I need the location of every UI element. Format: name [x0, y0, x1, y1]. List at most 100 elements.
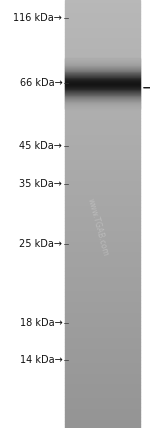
Bar [65, 78, 140, 79]
Bar [65, 200, 140, 203]
Bar [65, 39, 140, 43]
Bar [65, 59, 140, 60]
Bar [65, 92, 140, 93]
Bar [65, 221, 140, 225]
Bar [65, 189, 140, 193]
Bar [65, 342, 140, 346]
Bar [65, 107, 140, 108]
Bar [65, 61, 140, 62]
Bar [65, 321, 140, 324]
Bar [65, 307, 140, 310]
Bar [65, 63, 140, 64]
Bar [65, 335, 140, 339]
Bar [65, 64, 140, 68]
Text: 14 kDa→: 14 kDa→ [20, 354, 62, 365]
Bar [65, 217, 140, 221]
Bar [65, 243, 140, 246]
Bar [65, 104, 140, 107]
Bar [65, 289, 140, 292]
Bar [65, 104, 140, 105]
Bar [65, 64, 140, 65]
Bar [65, 82, 140, 83]
Bar [65, 339, 140, 342]
Bar [65, 102, 140, 103]
Bar [65, 324, 140, 328]
Bar [65, 392, 140, 396]
Bar [65, 171, 140, 175]
Text: 35 kDa→: 35 kDa→ [19, 179, 62, 189]
Bar [65, 275, 140, 278]
Bar [65, 54, 140, 57]
Bar [65, 85, 140, 86]
Text: www.TGAB.com: www.TGAB.com [85, 197, 110, 257]
Bar [65, 100, 140, 101]
Bar [65, 396, 140, 399]
Bar [65, 214, 140, 217]
Text: 116 kDa→: 116 kDa→ [13, 13, 62, 23]
Bar [65, 21, 140, 25]
Bar [65, 350, 140, 353]
Bar [65, 168, 140, 171]
Bar [65, 153, 140, 157]
Bar [65, 89, 140, 90]
Bar [65, 88, 140, 89]
Bar [65, 76, 140, 77]
Bar [65, 46, 140, 50]
Bar [65, 72, 140, 73]
Bar [65, 421, 140, 425]
Bar [65, 32, 140, 36]
Bar [65, 43, 140, 46]
Bar [65, 414, 140, 417]
Bar [65, 178, 140, 182]
Bar [65, 25, 140, 29]
Bar [65, 3, 140, 7]
Bar [65, 94, 140, 95]
Bar [65, 300, 140, 303]
Bar [65, 0, 140, 3]
Bar [65, 86, 140, 89]
Bar [65, 328, 140, 332]
Bar [65, 57, 140, 61]
Bar [65, 77, 140, 78]
Bar [65, 232, 140, 235]
Bar [65, 93, 140, 94]
Text: 25 kDa→: 25 kDa→ [19, 239, 62, 249]
Bar [65, 228, 140, 232]
Bar [65, 239, 140, 243]
Bar [65, 425, 140, 428]
Bar [65, 95, 140, 96]
Bar [65, 68, 140, 71]
Bar [65, 14, 140, 18]
Bar [65, 128, 140, 132]
Bar [65, 58, 140, 59]
Bar [65, 86, 140, 87]
Bar [65, 65, 140, 66]
Bar [65, 160, 140, 164]
Bar [65, 378, 140, 382]
Text: 66 kDa→: 66 kDa→ [20, 78, 62, 89]
Bar [65, 157, 140, 160]
Bar [65, 246, 140, 250]
Bar [65, 207, 140, 211]
Bar [65, 73, 140, 74]
Bar [65, 136, 140, 139]
Bar [65, 193, 140, 196]
Bar [65, 89, 140, 93]
Bar [65, 364, 140, 367]
Bar [65, 66, 140, 67]
Bar [65, 75, 140, 78]
Bar [65, 71, 140, 75]
Bar [65, 139, 140, 143]
Bar [65, 100, 140, 104]
Bar [65, 417, 140, 421]
Bar [65, 50, 140, 54]
Bar [65, 11, 140, 14]
Bar [65, 18, 140, 21]
Bar [65, 285, 140, 289]
Bar [65, 250, 140, 253]
Text: 18 kDa→: 18 kDa→ [20, 318, 62, 328]
Bar [65, 268, 140, 271]
Bar [65, 150, 140, 153]
Bar [65, 97, 140, 98]
Bar [65, 164, 140, 168]
